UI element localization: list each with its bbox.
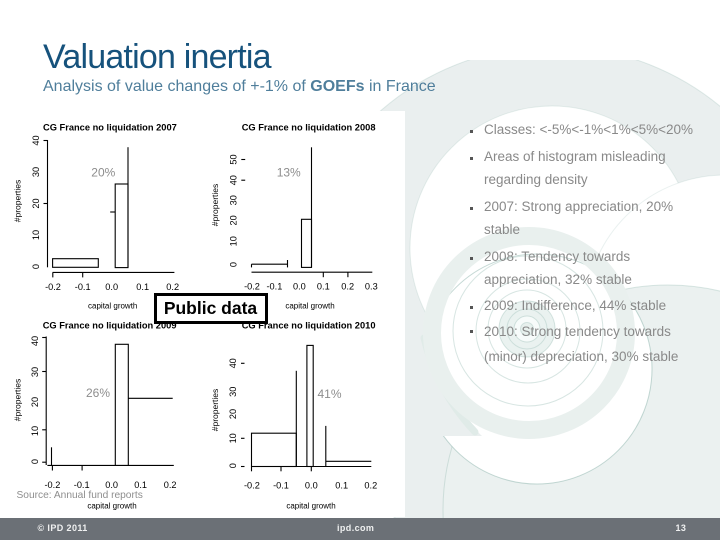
- svg-text:20: 20: [31, 198, 41, 208]
- svg-text:0.0: 0.0: [105, 480, 118, 490]
- svg-text:CG France no liquidation 201: CG France no liquidation 2010: [242, 321, 376, 331]
- svg-text:0.1: 0.1: [136, 282, 149, 292]
- svg-text:CG France no liquidation 200: CG France no liquidation 2007: [43, 123, 177, 133]
- svg-text:10: 10: [229, 236, 239, 246]
- svg-text:0.2: 0.2: [364, 480, 377, 490]
- svg-text:-0.1: -0.1: [273, 480, 289, 490]
- svg-text:capital growth: capital growth: [87, 502, 136, 511]
- svg-text:0.1: 0.1: [317, 282, 330, 292]
- svg-text:0: 0: [30, 459, 40, 464]
- svg-text:-0.1: -0.1: [266, 282, 282, 292]
- svg-text:-0.2: -0.2: [244, 282, 260, 292]
- svg-text:30: 30: [229, 195, 239, 205]
- svg-text:CG France no liquidation 200: CG France no liquidation 2009: [43, 321, 177, 331]
- svg-text:13%: 13%: [277, 166, 301, 180]
- svg-text:30: 30: [31, 167, 41, 177]
- svg-text:capital growth: capital growth: [286, 502, 335, 511]
- svg-text:40: 40: [31, 135, 41, 145]
- svg-text:40: 40: [228, 358, 238, 368]
- svg-text:-0.2: -0.2: [44, 480, 60, 490]
- svg-text:-0.1: -0.1: [74, 480, 90, 490]
- svg-text:30: 30: [228, 387, 238, 397]
- svg-text:#properties: #properties: [210, 184, 220, 227]
- svg-text:0.0: 0.0: [105, 282, 118, 292]
- svg-text:capital growth: capital growth: [285, 302, 334, 311]
- svg-text:40: 40: [30, 336, 40, 346]
- svg-text:20: 20: [228, 409, 238, 419]
- svg-text:0.0: 0.0: [293, 282, 306, 292]
- svg-text:0.0: 0.0: [305, 480, 318, 490]
- svg-text:26%: 26%: [86, 386, 110, 400]
- svg-text:10: 10: [30, 426, 40, 436]
- svg-text:10: 10: [31, 230, 41, 240]
- svg-text:41%: 41%: [318, 387, 342, 401]
- svg-text:40: 40: [229, 175, 239, 185]
- svg-text:20: 20: [30, 397, 40, 407]
- svg-text:-0.2: -0.2: [45, 282, 61, 292]
- svg-text:0.1: 0.1: [134, 480, 147, 490]
- svg-text:0.3: 0.3: [365, 282, 378, 292]
- svg-text:20: 20: [229, 215, 239, 225]
- svg-text:0.2: 0.2: [166, 282, 179, 292]
- svg-text:0: 0: [31, 264, 41, 269]
- svg-text:50: 50: [229, 154, 239, 164]
- svg-text:#properties: #properties: [13, 379, 23, 422]
- svg-text:capital growth: capital growth: [88, 302, 137, 311]
- svg-text:0.1: 0.1: [335, 480, 348, 490]
- svg-text:-0.1: -0.1: [75, 282, 91, 292]
- svg-text:0.2: 0.2: [164, 480, 177, 490]
- svg-text:0: 0: [229, 262, 239, 267]
- svg-text:CG France no liquidation 200: CG France no liquidation 2008: [242, 123, 376, 133]
- svg-text:20%: 20%: [91, 166, 115, 180]
- svg-text:10: 10: [228, 433, 238, 443]
- svg-text:#properties: #properties: [210, 389, 220, 432]
- svg-text:30: 30: [30, 367, 40, 377]
- svg-text:0: 0: [228, 463, 238, 468]
- svg-text:0.2: 0.2: [341, 282, 354, 292]
- svg-text:-0.2: -0.2: [244, 480, 260, 490]
- svg-text:#properties: #properties: [13, 180, 23, 223]
